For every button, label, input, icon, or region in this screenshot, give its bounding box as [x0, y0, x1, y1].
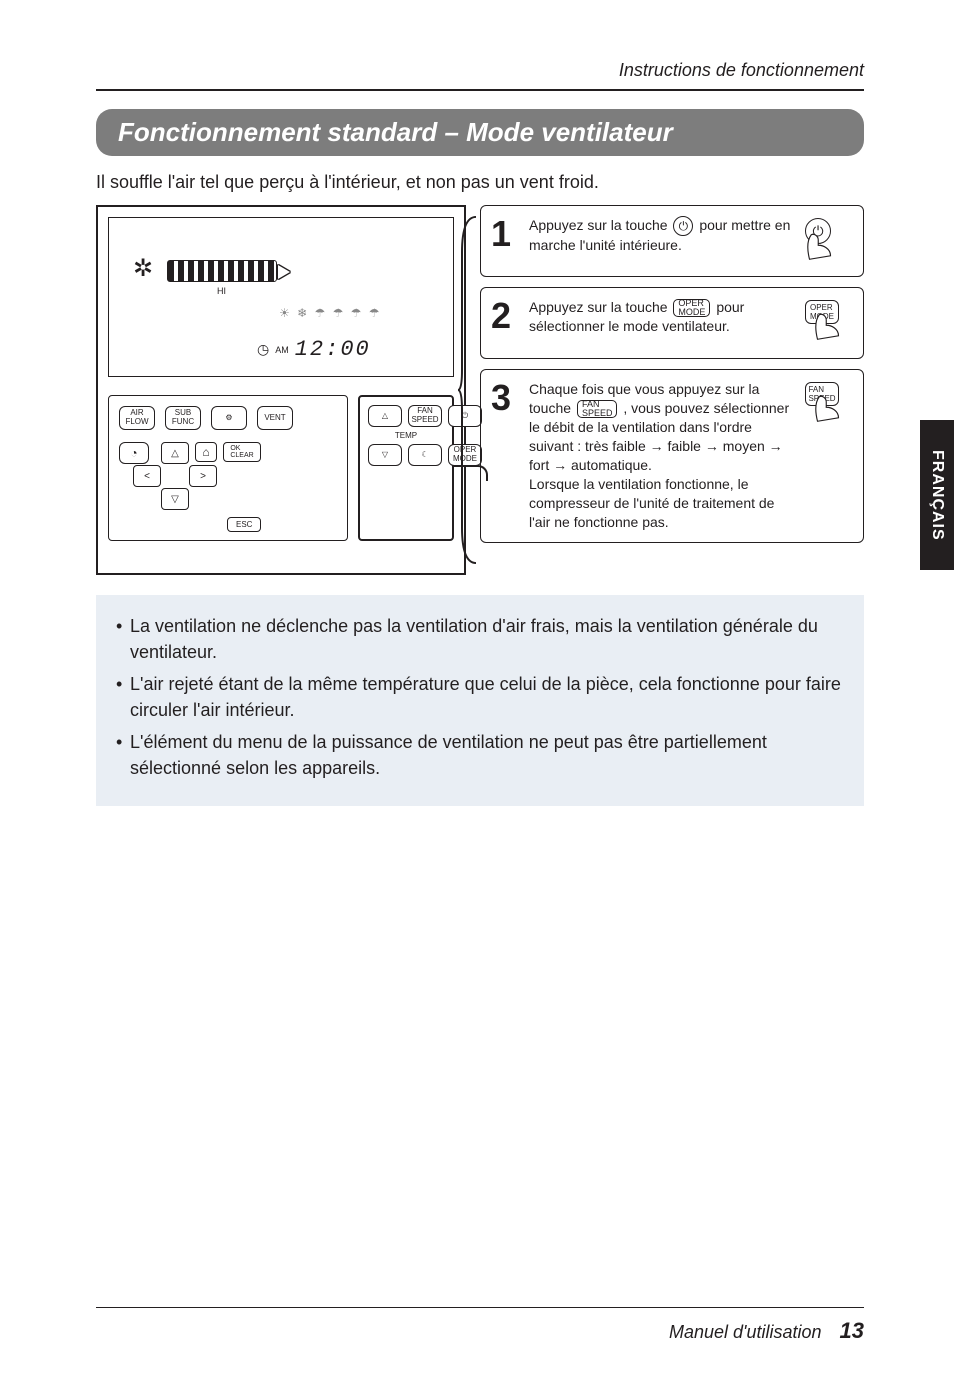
remote-column: ✲ HI ☀ ❄ ☂ ☂ ☂ ☂ ◷ AM 12:00 AIR FLOW SUB: [96, 205, 466, 575]
step-1-pre: Appuyez sur la touche: [529, 217, 671, 233]
keypad-left-group: AIR FLOW SUB FUNC ⚙ VENT ◔ △ ▽ < > ⌂: [108, 395, 348, 541]
nav-left-button[interactable]: <: [133, 465, 161, 487]
steps-column: 1 Appuyez sur la touche ⏻ pour mettre en…: [480, 205, 864, 575]
fan-speed-key-inline-icon: FAN SPEED: [577, 400, 618, 418]
remote-outer-frame: ✲ HI ☀ ❄ ☂ ☂ ☂ ☂ ◷ AM 12:00 AIR FLOW SUB: [96, 205, 466, 575]
fan-speed-key-thumb-icon: FAN SPEED: [805, 382, 839, 406]
intro-text: Il souffle l'air tel que perçu à l'intér…: [96, 172, 864, 193]
step-2-box: 2 Appuyez sur la touche OPER MODE pour s…: [480, 287, 864, 359]
footer-label: Manuel d'utilisation: [669, 1322, 822, 1343]
page-title: Fonctionnement standard – Mode ventilate…: [96, 109, 864, 156]
hand-icon: [806, 233, 834, 261]
bracket-icon: [458, 213, 478, 567]
fan-speed-button[interactable]: FAN SPEED: [408, 405, 442, 427]
header-rule: [96, 89, 864, 91]
clock-icon: ◷: [257, 341, 269, 358]
notes-box: La ventilation ne déclenche pas la venti…: [96, 595, 864, 806]
step-3-text: Chaque fois que vous appuyez sur la touc…: [529, 380, 851, 532]
power-key-inline-icon: ⏻: [673, 216, 693, 236]
clock-time: 12:00: [295, 337, 371, 362]
vent-button[interactable]: VENT: [257, 406, 293, 430]
step-1-number: 1: [491, 216, 519, 252]
home-button[interactable]: ⌂: [195, 442, 217, 462]
keypad-right-group: △ FAN SPEED ⏻ TEMP ▽ ☾ OPER MODE: [358, 395, 454, 541]
step-3-thumb-icon: FAN SPEED: [805, 382, 853, 430]
hand-icon: [814, 313, 842, 341]
footer-rule: [96, 1307, 864, 1308]
footer-row: Manuel d'utilisation 13: [96, 1318, 864, 1344]
nav-down-button[interactable]: ▽: [161, 488, 189, 510]
step-2-text: Appuyez sur la touche OPER MODE pour sél…: [529, 298, 851, 336]
nav-cluster: △ ▽ < > ⌂ OK CLEAR: [125, 442, 225, 516]
sub-func-button[interactable]: SUB FUNC: [165, 406, 201, 430]
esc-button[interactable]: ESC: [227, 517, 261, 532]
footer-page-number: 13: [840, 1318, 864, 1344]
hi-label: HI: [217, 286, 226, 296]
step-3-box: 3 Chaque fois que vous appuyez sur la to…: [480, 369, 864, 543]
mode-icons-row: ☀ ❄ ☂ ☂ ☂ ☂: [279, 306, 382, 320]
step-2-thumb-icon: OPER MODE: [805, 300, 853, 348]
notes-list: La ventilation ne déclenche pas la venti…: [116, 613, 844, 782]
clock-row: ◷ AM 12:00: [257, 337, 371, 362]
power-key-thumb-icon: ⏻: [805, 218, 831, 244]
nav-up-button[interactable]: △: [161, 442, 189, 464]
step-1-thumb-icon: ⏻: [805, 218, 853, 266]
step-2-pre: Appuyez sur la touche: [529, 299, 671, 315]
step-1-text: Appuyez sur la touche ⏻ pour mettre en m…: [529, 216, 851, 255]
step-2-number: 2: [491, 298, 519, 334]
fan-icon: ✲: [133, 254, 153, 283]
step-3-number: 3: [491, 380, 519, 416]
settings-gear-button[interactable]: ⚙: [211, 406, 247, 430]
clock-am-label: AM: [275, 345, 289, 355]
temp-up-button[interactable]: △: [368, 405, 402, 427]
oper-mode-key-inline-icon: OPER MODE: [673, 299, 710, 317]
note-item: L'air rejeté étant de la même températur…: [116, 671, 844, 723]
remote-lcd-display: ✲ HI ☀ ❄ ☂ ☂ ☂ ☂ ◷ AM 12:00: [108, 217, 454, 377]
keypad-top-row: AIR FLOW SUB FUNC ⚙ VENT: [119, 406, 337, 430]
ok-clear-button[interactable]: OK CLEAR: [223, 442, 261, 462]
oper-mode-key-thumb-icon: OPER MODE: [805, 300, 839, 324]
airflow-bar-icon: [167, 260, 277, 282]
nav-right-button[interactable]: >: [189, 465, 217, 487]
temp-down-button[interactable]: ▽: [368, 444, 402, 466]
moon-button[interactable]: ☾: [408, 444, 442, 466]
hand-icon: [814, 395, 842, 423]
note-item: La ventilation ne déclenche pas la venti…: [116, 613, 844, 665]
step-3-post: , vous pouvez sélectionner le débit de l…: [529, 400, 789, 530]
air-flow-button[interactable]: AIR FLOW: [119, 406, 155, 430]
remote-keypad: AIR FLOW SUB FUNC ⚙ VENT ◔ △ ▽ < > ⌂: [108, 395, 454, 541]
page: Instructions de fonctionnement Fonctionn…: [0, 0, 954, 1400]
footer: Manuel d'utilisation 13: [96, 1307, 864, 1344]
main-row: ✲ HI ☀ ❄ ☂ ☂ ☂ ☂ ◷ AM 12:00 AIR FLOW SUB: [96, 205, 864, 575]
header-section-label: Instructions de fonctionnement: [96, 60, 864, 81]
temp-label: TEMP: [368, 431, 444, 440]
note-item: L'élément du menu de la puissance de ven…: [116, 729, 844, 781]
language-side-tab: FRANÇAIS: [920, 420, 954, 570]
step-1-box: 1 Appuyez sur la touche ⏻ pour mettre en…: [480, 205, 864, 277]
